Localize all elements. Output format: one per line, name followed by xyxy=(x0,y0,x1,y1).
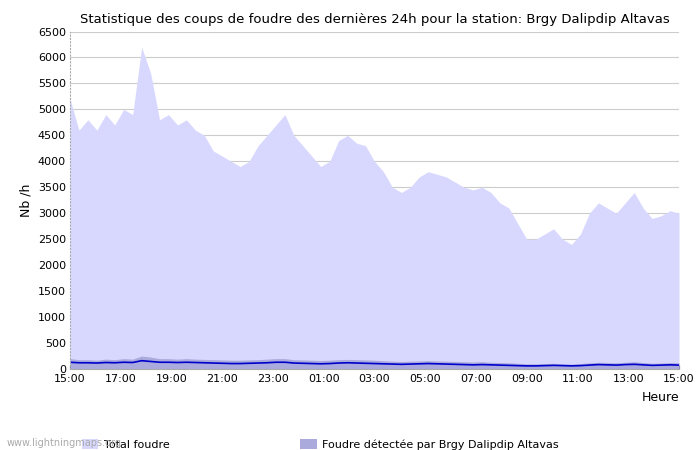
Y-axis label: Nb /h: Nb /h xyxy=(19,184,32,217)
Title: Statistique des coups de foudre des dernières 24h pour la station: Brgy Dalipdip: Statistique des coups de foudre des dern… xyxy=(80,13,669,26)
Text: www.lightningmaps.org: www.lightningmaps.org xyxy=(7,438,122,448)
Legend: Total foudre, Moyenne de toutes les stations, Foudre détectée par Brgy Dalipdip : Total foudre, Moyenne de toutes les stat… xyxy=(82,439,559,450)
Text: Heure: Heure xyxy=(641,391,679,404)
